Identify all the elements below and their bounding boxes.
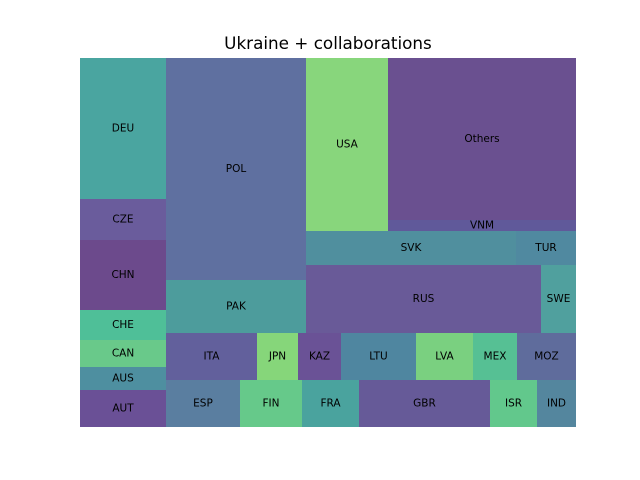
treemap-cell-ind [537,380,576,427]
treemap-label-fra: FRA [320,398,341,410]
treemap-label-tur: TUR [534,242,556,254]
treemap-label-pol: POL [226,163,247,175]
treemap-cell-ita [166,333,257,380]
treemap-label-ind: IND [547,398,566,410]
treemap-label-gbr: GBR [413,398,436,410]
treemap-label-aut: AUT [112,403,134,415]
treemap-cell-swe [541,265,576,333]
treemap-cell-isr [490,380,537,427]
treemap-label-isr: ISR [505,398,522,410]
treemap-cell-pak [166,280,306,333]
treemap-label-ltu: LTU [369,351,388,363]
treemap-cell-ltu [341,333,416,380]
treemap-cell-aut [80,390,166,427]
treemap-label-mex: MEX [484,351,507,363]
treemap-cell-gbr [359,380,490,427]
treemap-label-fin: FIN [263,398,280,410]
treemap-cell-tur [516,231,576,265]
treemap-label-pak: PAK [226,301,247,313]
treemap-cell-others [388,58,576,220]
treemap-label-aus: AUS [112,373,134,385]
treemap-label-ita: ITA [204,351,221,363]
treemap-cell-deu [80,58,166,199]
treemap-label-jpn: JPN [268,351,286,363]
treemap-label-che: CHE [112,319,134,331]
treemap-cell-cze [80,199,166,240]
treemap-label-vnm: VNM [470,220,494,232]
treemap-label-kaz: KAZ [309,351,330,363]
treemap-cell-can [80,340,166,367]
treemap-label-svk: SVK [401,242,423,254]
treemap-label-lva: LVA [435,351,454,363]
treemap-label-can: CAN [112,348,134,360]
treemap-label-usa: USA [336,139,359,151]
treemap-cell-che [80,310,166,340]
treemap-label-esp: ESP [193,398,213,410]
treemap-cell-kaz [298,333,341,380]
treemap-label-rus: RUS [413,293,435,305]
treemap-cell-svk [306,231,516,265]
treemap-cell-pol [166,58,306,280]
treemap-cell-rus [306,265,541,333]
chart-title: Ukraine + collaborations [224,33,432,53]
treemap-cells: DEU CZE CHN CHE CAN AUS AUT POL PAK USA Others VNM S… [80,58,576,427]
treemap-label-swe: SWE [547,293,571,305]
treemap-cell-vnm [388,220,576,231]
treemap-label-moz: MOZ [534,351,559,363]
treemap-cell-chn [80,240,166,310]
treemap-cell-mex [473,333,517,380]
treemap-label-others: Others [464,133,499,145]
treemap-cell-aus [80,367,166,390]
treemap-cell-fra [302,380,359,427]
treemap-cell-lva [416,333,473,380]
treemap-cell-fin [240,380,302,427]
treemap-cell-usa [306,58,388,231]
treemap-cell-jpn [257,333,298,380]
treemap-label-deu: DEU [112,123,134,135]
treemap-label-cze: CZE [112,214,133,226]
treemap-cell-moz [517,333,576,380]
treemap-cell-esp [166,380,240,427]
treemap-label-chn: CHN [111,269,134,281]
